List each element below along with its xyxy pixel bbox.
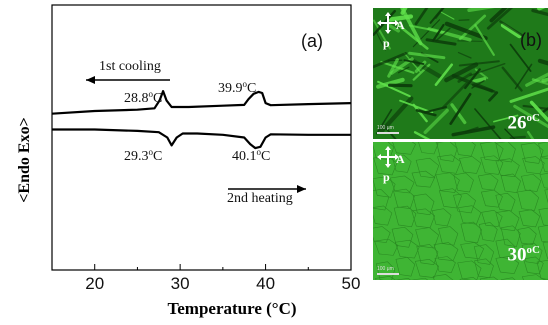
annotation-4: 39.9oC (218, 79, 256, 96)
analyzer-label: A (396, 18, 405, 32)
x-tick-label: 30 (171, 274, 190, 293)
polarizer-cross-icon: A p (377, 146, 405, 184)
micrograph-26c: A p (b) 100 μm 26oC (373, 8, 548, 139)
heating-curve (52, 128, 351, 150)
arrow-head (86, 76, 95, 84)
micrograph-30c: A p 100 μm 30oC (373, 142, 548, 280)
x-tick-label: 40 (256, 274, 275, 293)
scale-bar-bottom: 100 μm (377, 266, 399, 275)
analyzer-label: A (396, 152, 405, 166)
x-tick-label: 20 (85, 274, 104, 293)
polarizer-label: p (383, 36, 390, 50)
annotation-3: 28.8oC (124, 89, 162, 106)
annotation-5: 29.3oC (124, 147, 162, 164)
x-tick-label: 50 (342, 274, 361, 293)
scale-bar-top: 100 μm (377, 125, 399, 134)
annotation-1: 1st cooling (99, 59, 161, 74)
annotation-6: 40.1oC (232, 147, 270, 164)
polarizer-cross-icon: A p (377, 12, 405, 50)
polarizer-label: p (383, 170, 390, 184)
annotation-2: 2nd heating (227, 191, 293, 206)
texture-image (373, 142, 548, 280)
plot-frame (51, 4, 352, 271)
x-axis-label: Temperature (°C) (167, 299, 296, 318)
temperature-label-26: 26oC (507, 111, 540, 133)
panel-b-label: (b) (520, 30, 542, 50)
texture-image (373, 8, 548, 139)
arrow-head (297, 185, 306, 193)
y-axis-label: <Endo Exo> (16, 117, 33, 202)
cooling-curve (51, 89, 352, 115)
panel-a-label: (a) (301, 31, 323, 51)
temperature-label-30: 30oC (507, 243, 540, 265)
